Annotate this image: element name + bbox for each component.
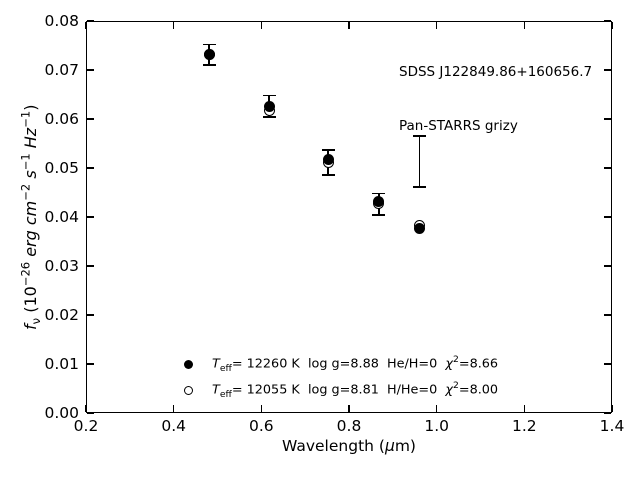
model-12260-point-i: [322, 154, 334, 166]
x-tick-label-0.2: 0.2: [73, 417, 99, 435]
y-tick-label-0.03: 0.03: [44, 256, 79, 275]
y-tick-right-0.04: [604, 216, 611, 218]
model-12260-point-r: [263, 101, 275, 113]
target-annotation: SDSS J122849.86+160656.7 Pan-STARRS griz…: [399, 27, 592, 171]
legend-row-model-12260: Teff= 12260 K log g=8.88 He/H=0 χ2=8.66: [176, 351, 498, 377]
plot-area: [86, 21, 612, 413]
y-tick-label-0.02: 0.02: [44, 305, 79, 324]
open-circle-icon: [184, 385, 193, 395]
errorbar-cap-top-r: [262, 94, 276, 97]
model-12260-point-y: [414, 222, 426, 234]
y-tick-right-0.07: [604, 69, 611, 71]
y-tick-right-0.08: [604, 20, 611, 22]
legend-label-model-12055: Teff= 12055 K log g=8.81 H/He=0 χ2=8.00: [212, 380, 499, 400]
x-tick-bottom-1.2: [523, 405, 526, 412]
errorbar-cap-top-z: [372, 192, 386, 195]
x-tick-bottom-0.2: [85, 405, 87, 412]
y-tick-left-0.03: [87, 265, 94, 267]
annotation-object-name: SDSS J122849.86+160656.7: [399, 64, 593, 80]
errorbar-cap-bottom-y: [413, 185, 427, 188]
x-tick-bottom-0.4: [172, 405, 175, 412]
y-tick-label-0.01: 0.01: [44, 354, 79, 373]
y-tick-right-0.01: [604, 363, 611, 365]
errorbar-cap-bottom-z: [372, 214, 386, 216]
x-tick-label-1.0: 1.0: [424, 417, 449, 435]
x-tick-bottom-0.8: [348, 405, 350, 412]
model-12260-point-g: [203, 48, 215, 60]
x-tick-bottom-1.0: [435, 405, 438, 412]
errorbar-cap-top-g: [202, 43, 216, 46]
x-tick-top-0.4: [172, 22, 175, 29]
x-tick-top-1.0: [435, 22, 438, 29]
x-tick-top-1.2: [523, 22, 526, 29]
y-tick-left-0.05: [87, 167, 94, 169]
filled-circle-icon: [184, 359, 193, 369]
y-tick-left-0.08: [87, 20, 94, 22]
legend-label-model-12260: Teff= 12260 K log g=8.88 He/H=0 χ2=8.66: [212, 354, 499, 374]
y-tick-label-0.05: 0.05: [44, 158, 79, 177]
y-tick-left-0.04: [87, 216, 94, 218]
x-tick-top-1.4: [611, 22, 613, 29]
x-tick-top-0.6: [260, 22, 263, 29]
x-tick-top-0.2: [85, 22, 87, 29]
errorbar-line-y: [418, 135, 421, 187]
y-tick-label-0.08: 0.08: [44, 11, 79, 30]
annotation-survey-name: Pan-STARRS grizy: [399, 118, 518, 134]
y-tick-left-0.00: [87, 412, 94, 414]
y-tick-label-0.04: 0.04: [44, 207, 79, 226]
y-tick-label-0.06: 0.06: [44, 109, 79, 128]
y-tick-left-0.07: [87, 69, 94, 71]
y-tick-left-0.01: [87, 363, 94, 365]
x-tick-label-1.4: 1.4: [599, 417, 625, 435]
y-tick-right-0.06: [604, 118, 611, 120]
errorbar-cap-bottom-i: [321, 173, 335, 176]
x-axis-label: Wavelength (μm): [282, 437, 416, 455]
y-tick-left-0.06: [87, 118, 94, 120]
y-tick-right-0.00: [604, 412, 611, 414]
x-tick-label-0.8: 0.8: [336, 417, 362, 435]
legend-row-model-12055: Teff= 12055 K log g=8.81 H/He=0 χ2=8.00: [176, 377, 498, 403]
y-tick-right-0.05: [604, 167, 611, 169]
x-tick-label-1.2: 1.2: [512, 417, 537, 435]
errorbar-cap-top-i: [321, 149, 335, 152]
y-tick-label-0.07: 0.07: [44, 60, 79, 79]
x-tick-bottom-0.6: [260, 405, 263, 412]
y-tick-left-0.02: [87, 314, 94, 316]
x-tick-bottom-1.4: [611, 405, 613, 412]
y-tick-right-0.02: [604, 314, 611, 316]
x-tick-top-0.8: [348, 22, 350, 29]
errorbar-cap-top-y: [413, 134, 427, 137]
errorbar-cap-bottom-g: [202, 64, 216, 66]
y-tick-label-0.00: 0.00: [44, 403, 79, 422]
x-tick-label-0.4: 0.4: [161, 417, 186, 435]
y-tick-right-0.03: [604, 265, 611, 267]
y-axis-label: fν (10−26 erg cm−2 s−1 Hz−1): [18, 104, 44, 330]
x-tick-label-0.6: 0.6: [249, 417, 274, 435]
legend: Teff= 12260 K log g=8.88 He/H=0 χ2=8.66 …: [176, 351, 498, 403]
errorbar-cap-bottom-r: [262, 116, 276, 118]
model-12260-point-z: [373, 195, 385, 207]
